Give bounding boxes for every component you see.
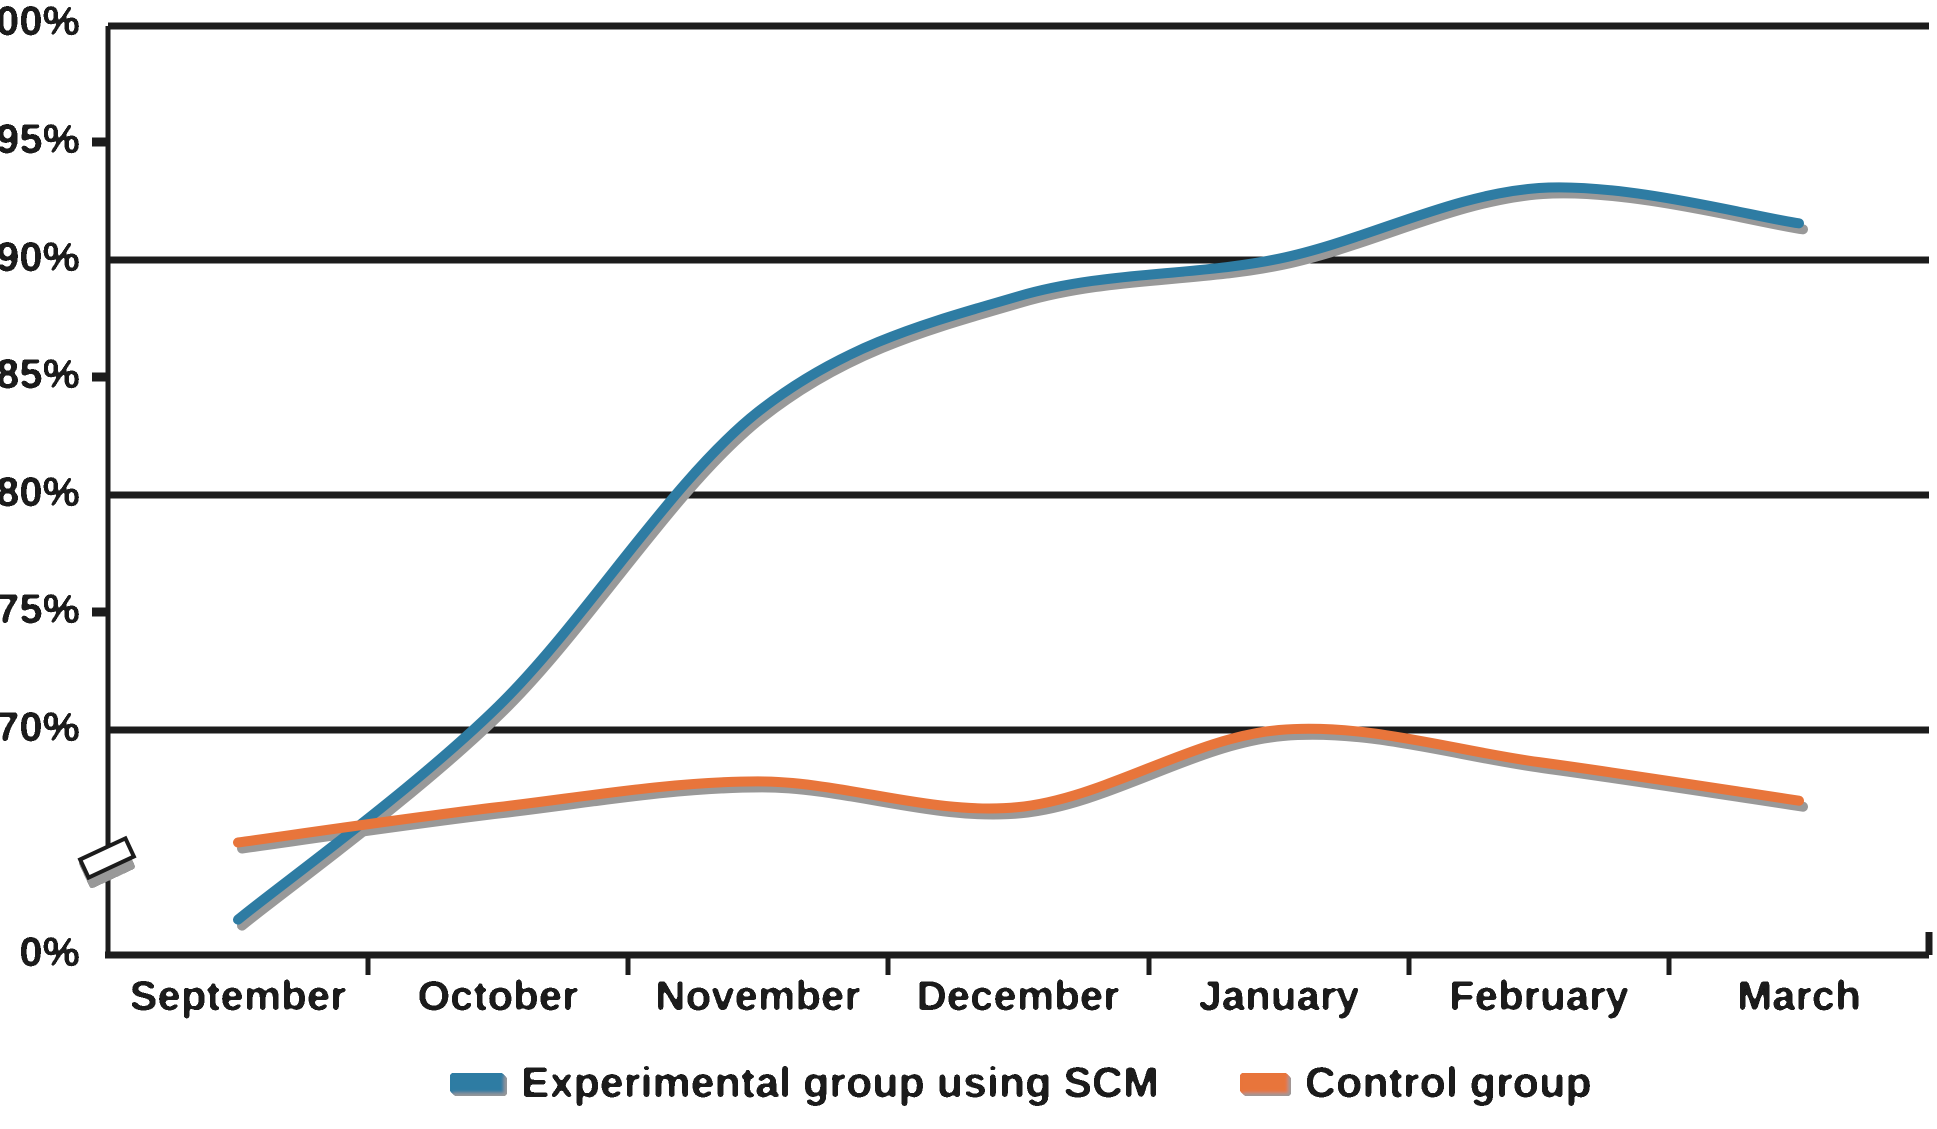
- svg-text:September: September: [129, 972, 346, 1019]
- svg-text:February: February: [1449, 972, 1629, 1019]
- svg-text:March: March: [1737, 972, 1861, 1019]
- svg-text:90%: 90%: [0, 233, 80, 280]
- svg-text:75%: 75%: [0, 585, 80, 632]
- svg-text:100%: 100%: [0, 0, 80, 44]
- svg-text:November: November: [655, 972, 860, 1019]
- svg-text:0%: 0%: [19, 928, 80, 975]
- svg-text:85%: 85%: [0, 350, 80, 397]
- svg-text:October: October: [417, 972, 578, 1019]
- svg-text:80%: 80%: [0, 468, 80, 515]
- svg-text:70%: 70%: [0, 703, 80, 750]
- svg-text:January: January: [1198, 972, 1360, 1019]
- svg-text:December: December: [916, 972, 1119, 1019]
- svg-text:95%: 95%: [0, 115, 80, 162]
- svg-text:Experimental group using SCM: Experimental group using SCM: [521, 1059, 1159, 1107]
- svg-text:Control group: Control group: [1305, 1059, 1592, 1107]
